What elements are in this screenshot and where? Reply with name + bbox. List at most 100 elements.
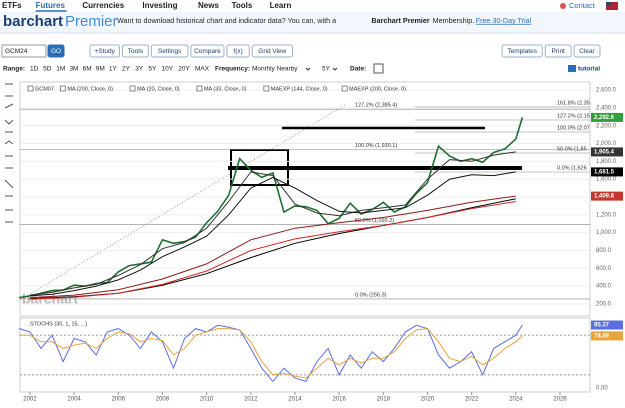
banner-text2: Membership. <box>433 16 475 25</box>
price-marker <box>591 320 623 330</box>
nav-link[interactable]: Tools <box>232 1 253 10</box>
price-marker-label: 1,905.4 <box>594 150 615 156</box>
date-label: Date: <box>350 66 366 73</box>
nav-link[interactable]: Currencies <box>82 1 124 10</box>
legend-entry[interactable]: MA (200, Close, 0) <box>67 86 113 92</box>
toolbar-button-label: f(x) <box>233 48 242 55</box>
banner-bold: Barchart Premier <box>371 16 430 25</box>
contact-link[interactable]: Contact <box>569 1 596 10</box>
logo-premier[interactable]: Premier <box>65 13 118 30</box>
legend-entry[interactable]: MA (20, Close, 0) <box>137 86 180 92</box>
range-option[interactable]: 1Y <box>109 66 118 73</box>
range-option[interactable]: 6M <box>83 66 92 73</box>
series-line <box>18 117 524 299</box>
range-option[interactable]: MAX <box>195 66 210 73</box>
range-option[interactable]: 2Y <box>122 66 131 73</box>
flag-icon[interactable] <box>606 2 618 10</box>
banner-text: Want to download historical chart and in… <box>117 16 336 25</box>
series-line <box>29 151 516 296</box>
period-select[interactable]: 5Y <box>322 66 331 73</box>
range-option[interactable]: 3Y <box>135 66 144 73</box>
legend-swatch[interactable] <box>196 85 203 92</box>
y-tick-label: 1,800.0 <box>596 159 617 165</box>
toolbar-button-label: Clear <box>579 48 595 55</box>
toolbar-button-label: Settings <box>158 48 182 55</box>
y-tick-label: 2,600.0 <box>596 88 617 94</box>
toolbar-button[interactable] <box>544 44 572 58</box>
price-marker-label: 1,681.5 <box>594 169 615 175</box>
toolbar-button[interactable] <box>121 44 149 58</box>
range-label: Range: <box>3 66 25 73</box>
frequency-select[interactable]: Monthly Nearby <box>252 66 298 73</box>
range-option[interactable]: 10Y <box>162 66 174 73</box>
legend-swatch[interactable] <box>27 85 34 92</box>
drawing-tools[interactable] <box>4 83 14 223</box>
price-marker <box>591 167 623 177</box>
y-tick-label: 1,600.0 <box>596 177 617 183</box>
tutorial-icon[interactable] <box>568 65 576 72</box>
tutorial-link[interactable]: tutorial <box>578 66 600 73</box>
notification-icon[interactable] <box>560 3 566 9</box>
range-option[interactable]: 1M <box>56 66 65 73</box>
legend-swatch[interactable] <box>263 85 270 92</box>
go-button-label: GO <box>51 48 61 55</box>
legend-entry[interactable]: GCM07 <box>35 86 54 92</box>
banner-link[interactable]: Free 30-Day Trial <box>476 16 532 25</box>
legend-entry[interactable]: MA (33, Close, 0) <box>204 86 247 92</box>
banner-bg <box>0 12 625 33</box>
nav-link[interactable]: Learn <box>270 1 292 10</box>
y-tick-label: 0.00 <box>596 386 608 392</box>
legend-entry[interactable]: MAEXP (144, Close, 0) <box>271 86 328 92</box>
series-line <box>18 324 523 383</box>
y-tick-label: 200.0 <box>596 302 612 308</box>
price-marker-label: 1,409.8 <box>594 194 615 200</box>
go-button[interactable] <box>47 44 65 58</box>
y-tick-label: 800.0 <box>596 248 612 254</box>
frequency-label: Frequency: <box>215 66 250 73</box>
y-tick-label: 1,200.0 <box>596 212 617 218</box>
fib-label: 0.0% (1,626 <box>557 165 587 171</box>
toolbar-button[interactable] <box>573 44 601 58</box>
stoch-plot-frame <box>19 317 591 393</box>
legend-swatch[interactable] <box>59 85 66 92</box>
calendar-icon[interactable] <box>373 63 384 74</box>
symbol-input[interactable] <box>1 44 47 58</box>
toolbar-button[interactable] <box>251 44 293 58</box>
toolbar-button[interactable] <box>501 44 543 58</box>
toolbar-button[interactable] <box>150 44 189 58</box>
nav-link[interactable]: ETFs <box>2 1 22 10</box>
nav-link[interactable]: News <box>198 1 219 10</box>
toolbar-button-label: +Study <box>95 48 116 55</box>
range-option[interactable]: 20Y <box>178 66 190 73</box>
range-option[interactable]: 9M <box>96 66 105 73</box>
flag-canton <box>606 2 611 6</box>
toolbar-button[interactable] <box>226 44 250 58</box>
fib-label: 0.0% (256.3) <box>355 292 387 298</box>
toolbar-button[interactable] <box>190 44 225 58</box>
nav-link[interactable]: Investing <box>142 1 177 10</box>
toolbar-button-label: Compare <box>194 48 221 55</box>
range-option[interactable]: 5Y <box>148 66 157 73</box>
x-tick-label: 2008 <box>156 397 170 403</box>
y-tick-label: 2,000.0 <box>596 141 617 147</box>
range-option[interactable]: 3M <box>69 66 78 73</box>
price-marker-label: 78.89 <box>594 333 610 339</box>
fib-label: 100.0% (2,07 <box>557 125 590 131</box>
nav-link[interactable]: Futures <box>36 1 66 10</box>
x-tick-label: 2012 <box>244 397 258 403</box>
dropdown-arrow <box>305 67 311 71</box>
range-option[interactable]: 5D <box>43 66 52 73</box>
toolbar-button[interactable] <box>89 44 120 58</box>
legend-swatch[interactable] <box>341 85 348 92</box>
legend-swatch[interactable] <box>129 85 136 92</box>
x-tick-label: 2016 <box>332 397 346 403</box>
y-tick-label: 1,000.0 <box>596 230 617 236</box>
x-tick-label: 2024 <box>509 397 523 403</box>
logo[interactable]: barchart <box>3 13 63 30</box>
range-option[interactable]: 1D <box>30 66 39 73</box>
legend-entry[interactable]: MAEXP (200, Close, 0) <box>349 86 406 92</box>
toolbar-button-label: Tools <box>128 48 144 55</box>
symbol-text: GCM24 <box>5 48 28 55</box>
dropdown-arrow <box>332 67 338 71</box>
